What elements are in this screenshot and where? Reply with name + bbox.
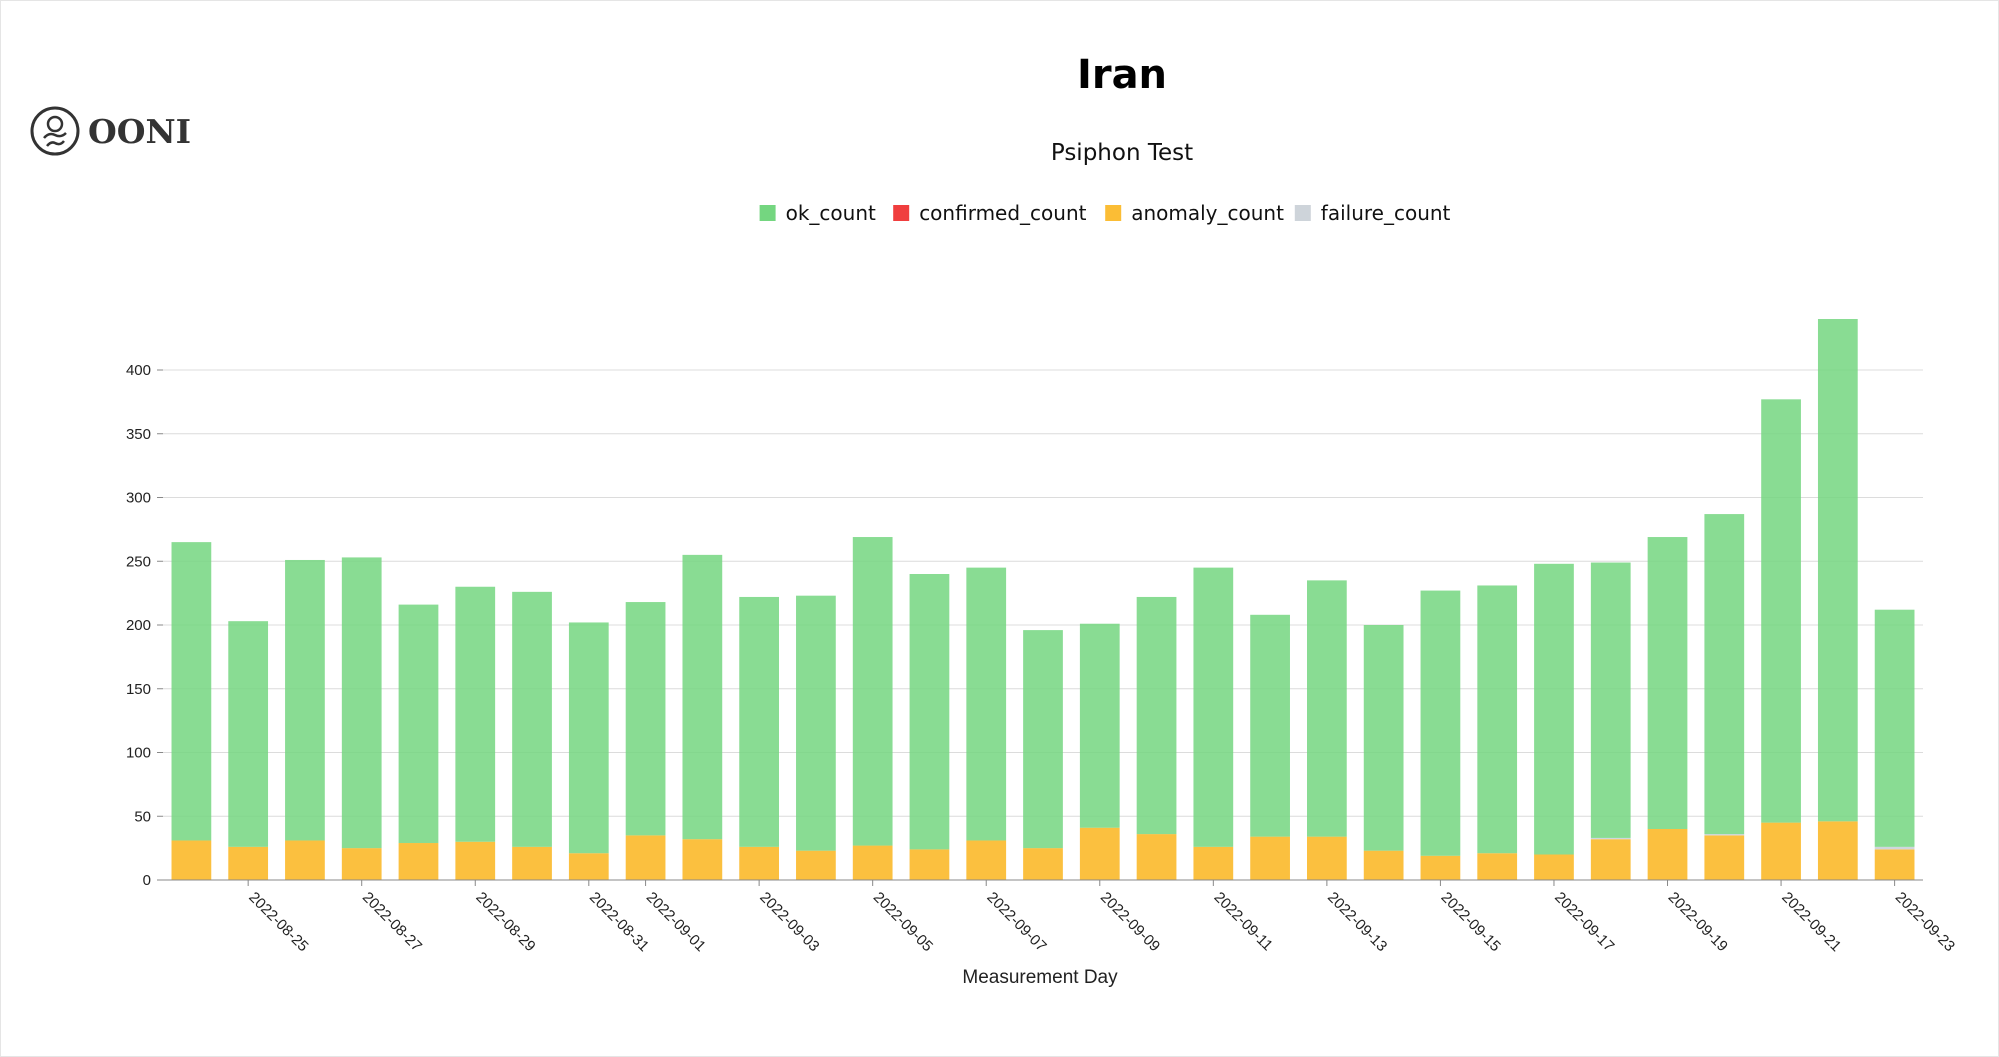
- bar-segment: [1250, 836, 1290, 880]
- legend-item: ok_count: [759, 201, 876, 225]
- bar-segment: [1307, 580, 1347, 837]
- legend-item: failure_count: [1294, 201, 1451, 225]
- bar-segment: [796, 595, 836, 851]
- y-tick-label: 200: [126, 617, 151, 634]
- y-tick-label: 350: [126, 426, 151, 443]
- bar-segment: [1136, 596, 1177, 835]
- bar-segment: [341, 848, 382, 880]
- bar-segment: [1874, 846, 1915, 850]
- bar-segment: [512, 846, 552, 880]
- bar-segment: [1874, 849, 1915, 880]
- bar-segment: [1023, 848, 1063, 880]
- bar-segment: [1420, 590, 1461, 856]
- bar-segment: [1647, 829, 1688, 880]
- bar-segment: [739, 846, 779, 880]
- bar-segment: [682, 839, 723, 880]
- logo: OONI: [30, 106, 191, 156]
- bar-segment: [1079, 827, 1120, 880]
- bar-segment: [1590, 839, 1631, 880]
- legend-label: confirmed_count: [919, 201, 1086, 225]
- bar-segment: [285, 559, 325, 841]
- bar-segment: [1704, 514, 1745, 835]
- bar-segment: [739, 596, 779, 847]
- bar-segment: [625, 602, 666, 836]
- bar-segment: [966, 840, 1007, 880]
- bar-segment: [1704, 835, 1745, 880]
- bar-segment: [1647, 537, 1688, 829]
- legend-label: failure_count: [1321, 201, 1451, 225]
- legend-item: anomaly_count: [1105, 201, 1284, 225]
- bar-segment: [1193, 567, 1234, 847]
- legend-swatch: [759, 205, 776, 221]
- bar-segment: [1136, 834, 1177, 880]
- y-tick-label: 400: [126, 362, 151, 379]
- bar-segment: [285, 840, 325, 880]
- bar-segment: [1363, 850, 1404, 880]
- y-tick-label: 50: [134, 808, 151, 825]
- bar-segment: [341, 557, 382, 849]
- legend-label: anomaly_count: [1131, 201, 1284, 225]
- bar-segment: [909, 849, 950, 880]
- bar-segment: [796, 850, 836, 880]
- bar-segment: [1817, 319, 1858, 822]
- chart-title: Iran: [1077, 52, 1167, 98]
- x-axis-label: Measurement Day: [962, 967, 1118, 988]
- bar-segment: [1874, 609, 1915, 847]
- bar-segment: [171, 840, 212, 880]
- bar-segment: [228, 621, 269, 847]
- bar-segment: [1420, 855, 1461, 880]
- bar-segment: [455, 841, 496, 880]
- legend-item: confirmed_count: [893, 201, 1087, 225]
- bar-segment: [1477, 585, 1518, 854]
- bar-segment: [171, 542, 212, 841]
- bar-segment: [1534, 854, 1574, 880]
- bar-segment: [1023, 630, 1063, 849]
- bar-segment: [398, 604, 439, 844]
- bar-segment: [398, 843, 439, 880]
- bar-segment: [228, 846, 269, 880]
- bar-segment: [455, 586, 496, 842]
- chart-subtitle: Psiphon Test: [1051, 140, 1193, 166]
- bar-segment: [682, 554, 723, 840]
- bar-segment: [852, 845, 893, 880]
- bar-segment: [852, 537, 893, 846]
- legend-swatch: [1294, 205, 1311, 221]
- y-tick-label: 250: [126, 553, 151, 570]
- bar-segment: [1534, 563, 1574, 855]
- y-tick-label: 0: [143, 872, 151, 889]
- bar-segment: [1590, 837, 1631, 840]
- bar-segment: [625, 835, 666, 880]
- bar-segment: [1193, 846, 1234, 880]
- bar-segment: [1250, 614, 1290, 837]
- bar-segment: [568, 622, 609, 854]
- legend-label: ok_count: [786, 201, 876, 225]
- bar-segment: [512, 591, 552, 847]
- bar-segment: [1477, 853, 1518, 880]
- y-tick-label: 100: [126, 745, 151, 762]
- bar-segment: [1307, 836, 1347, 880]
- bar-segment: [909, 574, 950, 850]
- bar-segment: [1079, 623, 1120, 828]
- logo-text: OONI: [88, 112, 191, 151]
- bar-segment: [1704, 834, 1745, 836]
- bar-segment: [1761, 399, 1801, 823]
- bar-segment: [1363, 625, 1404, 851]
- bar-segment: [966, 567, 1007, 841]
- legend-swatch: [1105, 205, 1122, 221]
- y-tick-label: 150: [126, 681, 151, 698]
- bar-segment: [568, 853, 609, 880]
- bar-segment: [1761, 822, 1801, 880]
- bar-segment: [1817, 821, 1858, 880]
- bar-segment: [1590, 562, 1631, 838]
- legend-swatch: [893, 205, 910, 221]
- y-tick-label: 300: [126, 490, 151, 507]
